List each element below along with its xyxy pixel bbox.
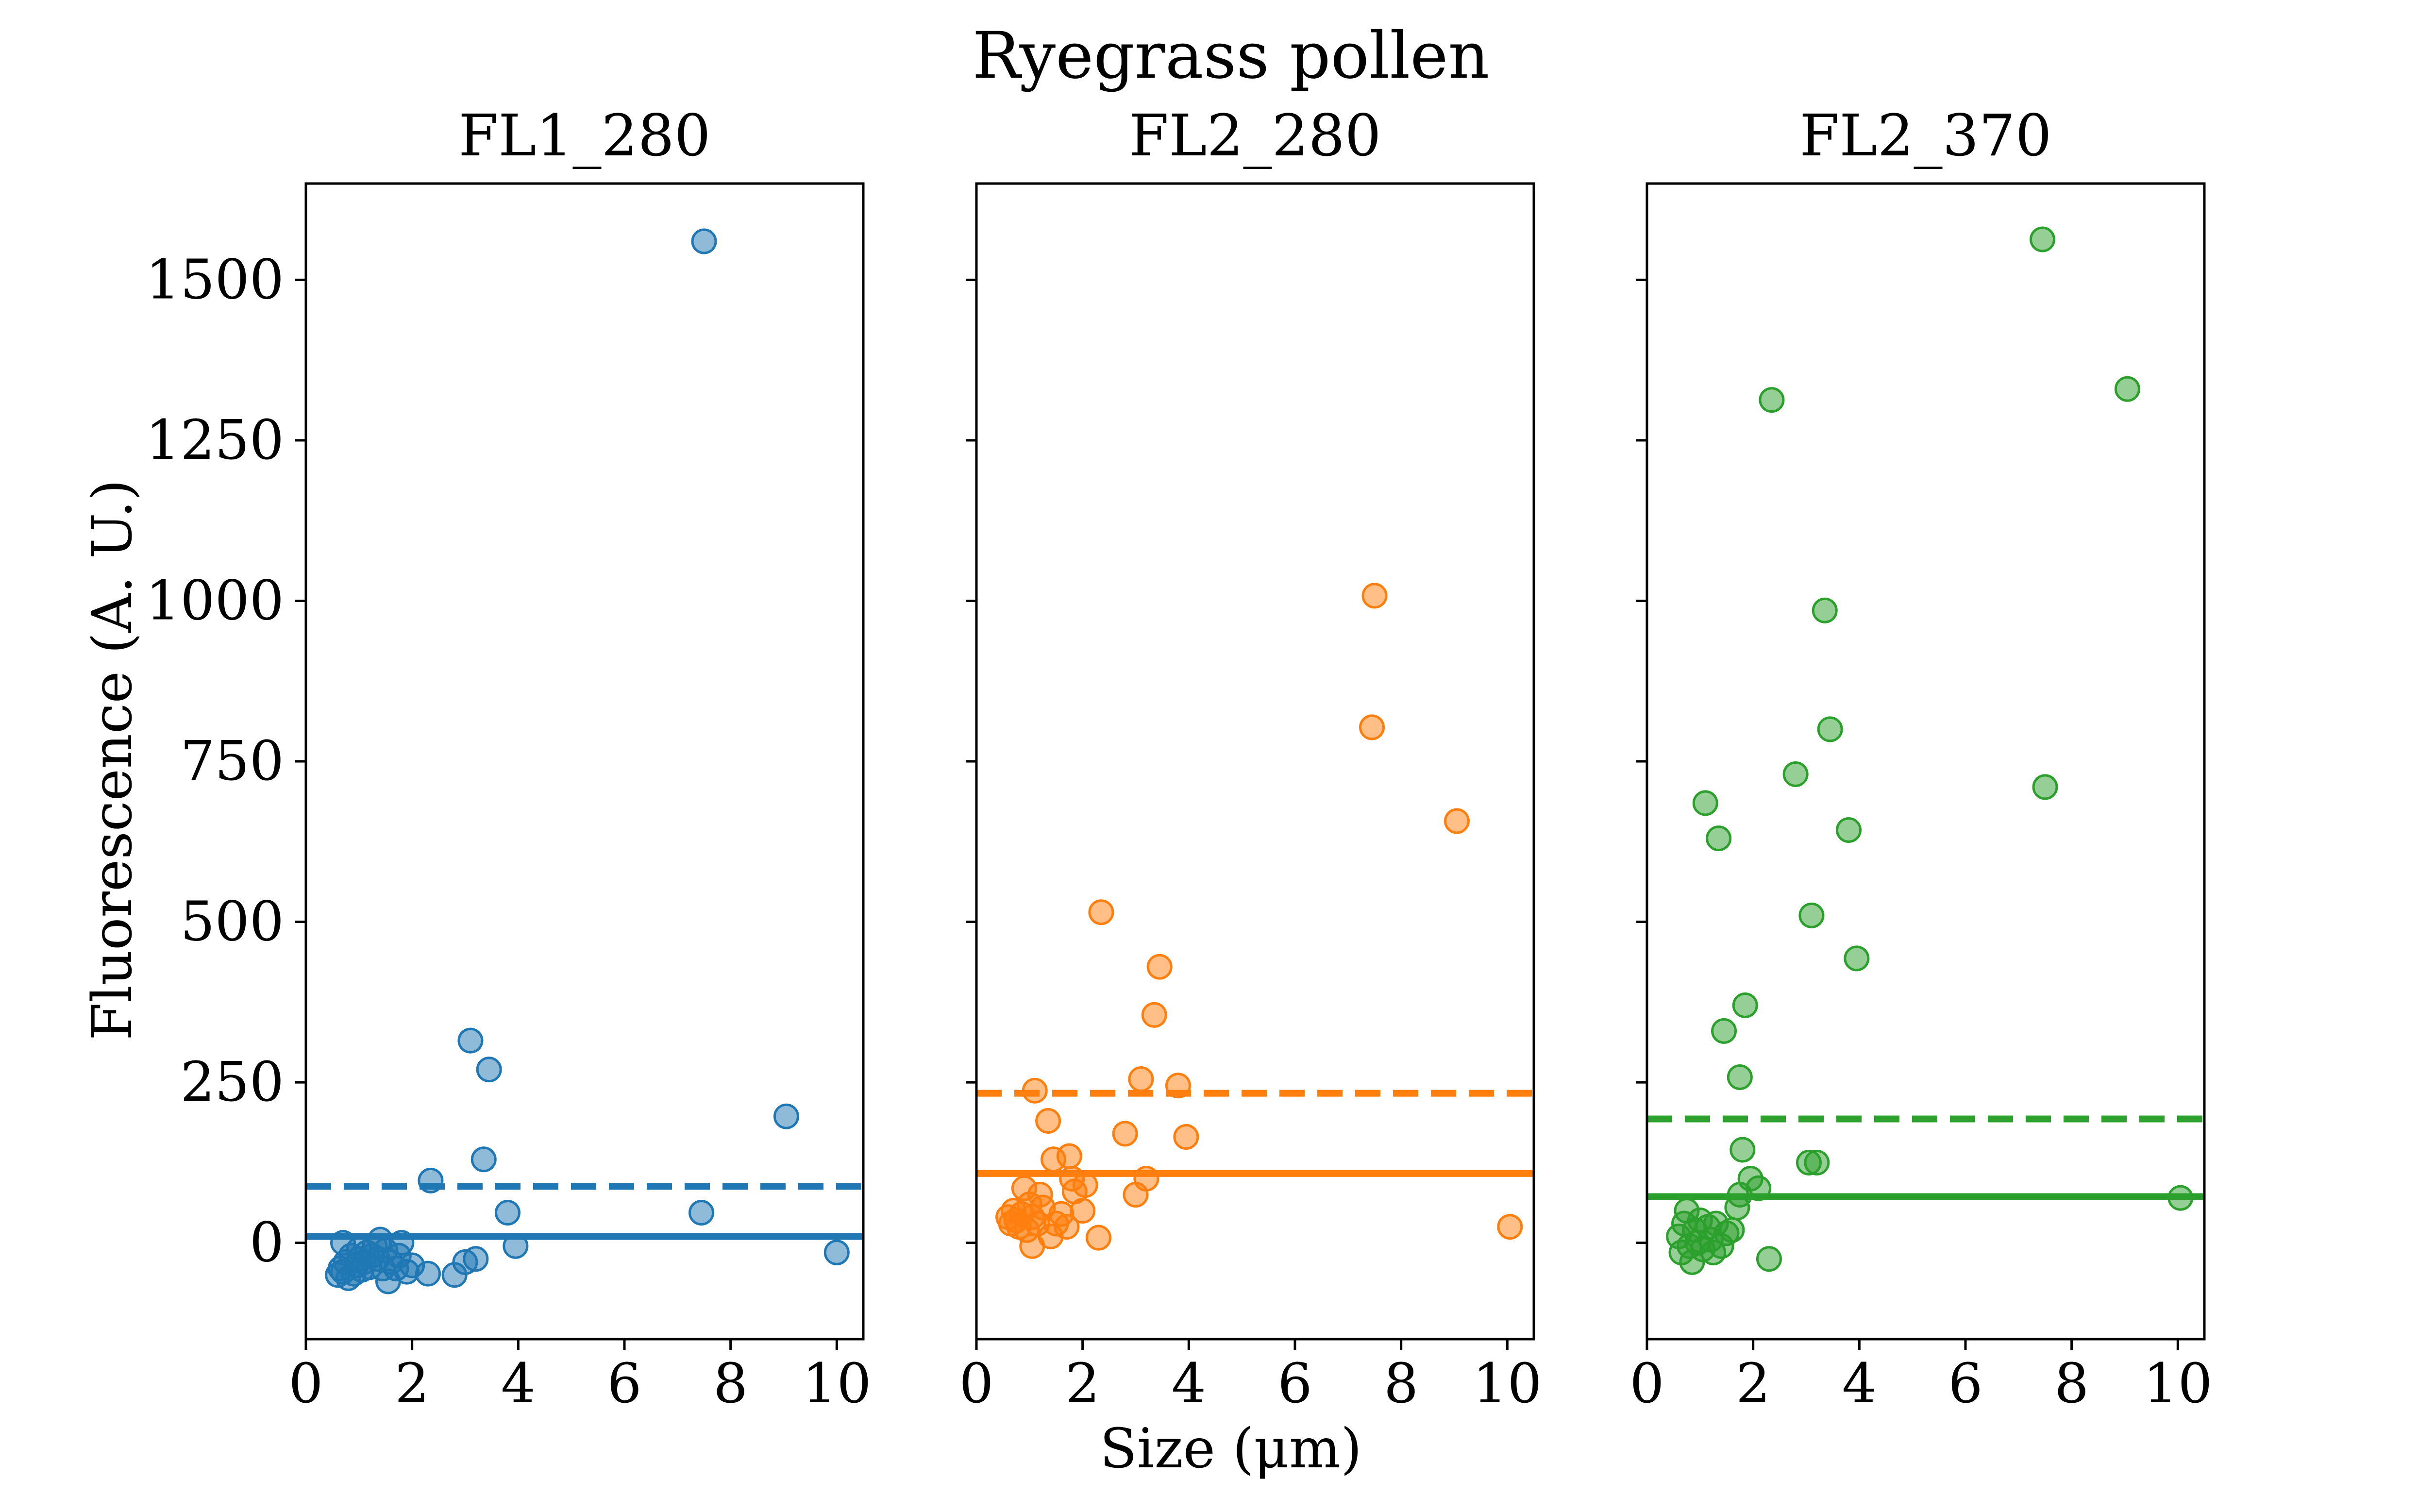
x-tick-label: 0: [1629, 1352, 1664, 1415]
x-tick-label: 6: [1948, 1352, 1982, 1415]
subplot-title: FL2_280: [1129, 102, 1381, 169]
figure-title: Ryegrass pollen: [972, 18, 1489, 93]
data-point: [1692, 790, 1718, 816]
data-point: [415, 1260, 441, 1287]
data-point: [494, 1200, 521, 1226]
data-point: [773, 1103, 799, 1129]
data-point: [1804, 1149, 1830, 1176]
data-point: [1798, 902, 1825, 928]
data-point: [1085, 1225, 1111, 1251]
data-point: [1173, 1124, 1199, 1150]
data-point: [1844, 945, 1870, 972]
data-point: [503, 1233, 529, 1259]
data-point: [1133, 1165, 1159, 1192]
x-axis-label: Size (μm): [1100, 1417, 1362, 1480]
y-tick-label: 0: [250, 1211, 284, 1275]
plot-frame: [1646, 182, 2206, 1341]
data-point: [2030, 226, 2056, 252]
x-tick-label: 8: [1384, 1352, 1418, 1415]
data-point: [388, 1230, 415, 1256]
data-point: [1497, 1214, 1523, 1240]
data-point: [1727, 1064, 1753, 1091]
data-point: [1054, 1214, 1080, 1240]
subplot-title: FL2_370: [1799, 102, 2052, 169]
data-point: [1088, 899, 1114, 925]
data-point: [1730, 1137, 1756, 1163]
data-point: [1812, 597, 1838, 623]
data-point: [463, 1246, 489, 1272]
x-tick-label: 8: [2054, 1352, 2089, 1415]
data-point: [1165, 1073, 1191, 1099]
x-tick-label: 8: [713, 1352, 748, 1415]
data-point: [1732, 992, 1758, 1018]
data-point: [691, 228, 717, 254]
data-point: [1022, 1077, 1048, 1104]
data-point: [1444, 808, 1470, 834]
data-point: [1146, 954, 1173, 980]
x-tick-label: 4: [501, 1352, 536, 1415]
data-point: [1141, 1002, 1167, 1028]
data-point: [1056, 1143, 1082, 1169]
data-point: [1746, 1175, 1772, 1201]
x-tick-label: 2: [1736, 1352, 1770, 1415]
subplot-1: FL1_280 0 2 4 6 8 10 0 250 500 750 1000 1250 1500: [146, 102, 872, 1415]
x-tick-label: 4: [1172, 1352, 1206, 1415]
data-point: [1072, 1172, 1098, 1198]
data-point: [1359, 714, 1385, 740]
plot-frame: [304, 182, 865, 1341]
data-point: [470, 1146, 497, 1173]
x-tick-label: 6: [607, 1352, 641, 1415]
data-point: [2114, 376, 2140, 402]
x-tick-label: 2: [1065, 1352, 1100, 1415]
data-point: [1706, 825, 1732, 852]
data-point: [457, 1027, 484, 1054]
x-tick-label: 0: [288, 1352, 323, 1415]
data-point: [1035, 1108, 1061, 1134]
data-point: [1070, 1198, 1096, 1224]
data-point: [1112, 1121, 1138, 1147]
subplot-title: FL1_280: [458, 102, 711, 169]
data-point: [2032, 774, 2058, 800]
data-point: [1835, 817, 1862, 843]
y-axis-label: Fluorescence (A. U.): [81, 479, 144, 1040]
x-tick-label: 2: [395, 1352, 429, 1415]
x-tick-label: 10: [2143, 1352, 2213, 1415]
data-point: [823, 1240, 850, 1265]
subplot-3: FL2_370 0 2 4 6 8 10: [1629, 102, 2212, 1415]
x-tick-label: 6: [1277, 1352, 1312, 1415]
y-tick-label: 750: [180, 730, 284, 793]
data-point: [2167, 1185, 2194, 1211]
data-point: [1756, 1246, 1782, 1272]
data-point: [1128, 1066, 1154, 1092]
y-tick-label: 1500: [146, 248, 284, 311]
x-tick-label: 10: [1473, 1352, 1542, 1415]
y-tick-label: 1250: [146, 409, 284, 472]
data-point: [1817, 716, 1843, 742]
data-point: [418, 1167, 444, 1193]
data-point: [1361, 583, 1388, 609]
subplot-2: FL2_280 0 2 4 6 8 10: [959, 102, 1542, 1415]
data-point: [1782, 761, 1809, 787]
data-point: [688, 1200, 715, 1226]
data-point: [476, 1057, 502, 1083]
x-tick-label: 0: [959, 1352, 993, 1415]
x-tick-label: 10: [802, 1352, 872, 1415]
y-tick-label: 250: [180, 1051, 284, 1114]
data-point: [1711, 1018, 1737, 1044]
y-tick-label: 1000: [146, 569, 284, 632]
y-tick-label: 500: [180, 890, 284, 954]
data-point: [1719, 1217, 1745, 1243]
x-tick-label: 4: [1842, 1352, 1877, 1415]
data-point: [1759, 387, 1785, 413]
